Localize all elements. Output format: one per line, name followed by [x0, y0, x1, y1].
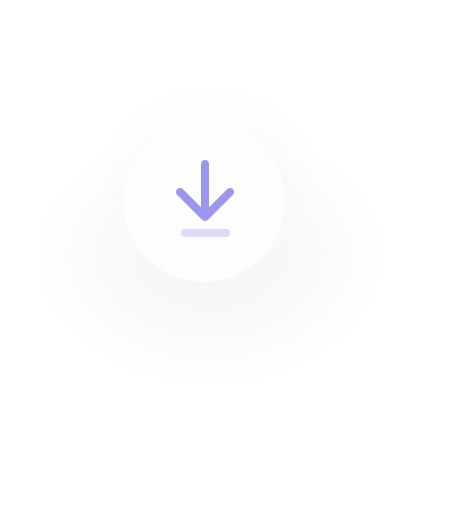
download-icon — [176, 160, 234, 237]
download-arrow-head — [176, 188, 234, 221]
download-button[interactable] — [123, 120, 285, 282]
